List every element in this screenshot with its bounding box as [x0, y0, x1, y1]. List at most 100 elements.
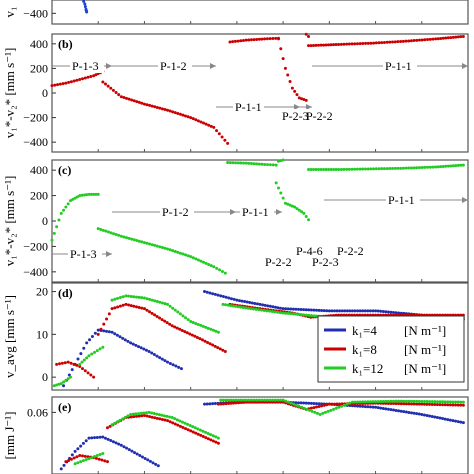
data-point [180, 328, 184, 332]
data-point [461, 403, 465, 407]
data-point [57, 382, 61, 386]
panel-letter: (e) [58, 400, 71, 414]
data-point [276, 310, 280, 314]
data-point [394, 402, 398, 406]
data-point [178, 312, 182, 316]
data-point [127, 303, 131, 307]
data-point [355, 42, 359, 46]
data-point [376, 309, 380, 313]
data-point [325, 403, 329, 407]
data-point [251, 307, 255, 311]
data-point [402, 410, 406, 414]
data-point [299, 313, 303, 317]
data-point [150, 311, 154, 315]
data-point [147, 410, 151, 414]
phase-label-bg [383, 59, 417, 73]
data-point [95, 454, 99, 458]
data-point [294, 401, 298, 405]
data-point [189, 429, 193, 433]
data-point [133, 451, 137, 455]
data-point [196, 258, 200, 262]
data-point [384, 310, 388, 314]
phase-arrowhead [106, 63, 112, 69]
data-point [297, 404, 301, 408]
data-point [415, 166, 419, 170]
data-point [320, 404, 324, 408]
data-point [428, 400, 432, 404]
data-point [66, 377, 70, 381]
data-point [291, 312, 295, 316]
data-point [345, 309, 349, 313]
data-point [87, 192, 91, 196]
data-point [380, 41, 384, 45]
data-point [221, 348, 225, 352]
data-point [226, 161, 230, 165]
data-point [145, 297, 149, 301]
data-point [75, 195, 79, 199]
data-point [309, 44, 313, 48]
data-point [99, 327, 103, 331]
data-point [454, 35, 458, 39]
data-point [184, 253, 188, 257]
data-point [392, 310, 396, 314]
y-tick-label: 0 [42, 214, 48, 228]
data-point [454, 419, 458, 423]
data-point [60, 361, 64, 365]
data-point [317, 402, 321, 406]
data-point [423, 400, 427, 404]
data-point [119, 95, 123, 99]
data-point [90, 456, 94, 460]
data-point [376, 400, 380, 404]
data-point [356, 404, 360, 408]
data-point [265, 398, 269, 402]
data-point [157, 413, 161, 417]
data-point [449, 36, 453, 40]
panel-frame [51, 33, 469, 153]
data-point [80, 193, 84, 197]
data-point [153, 313, 157, 317]
data-point [102, 329, 106, 333]
data-point [55, 362, 59, 366]
data-point [451, 164, 455, 168]
data-point [71, 197, 75, 201]
data-point [104, 229, 108, 233]
data-point [198, 428, 202, 432]
data-point [399, 399, 403, 403]
data-point [208, 402, 212, 406]
data-point [284, 399, 288, 403]
data-point [247, 161, 251, 165]
data-point [87, 436, 91, 440]
data-point [135, 295, 139, 299]
data-point [279, 306, 283, 310]
data-point [78, 77, 82, 81]
data-point [330, 309, 334, 313]
data-point [226, 401, 230, 405]
data-point [297, 208, 301, 212]
data-point [147, 310, 151, 314]
data-point [350, 309, 354, 313]
data-point [67, 458, 71, 462]
data-point [281, 196, 285, 200]
data-point [232, 297, 236, 301]
data-point [404, 166, 408, 170]
data-point [388, 167, 392, 171]
data-point [85, 341, 89, 345]
data-point [290, 204, 294, 208]
data-point [459, 420, 463, 424]
data-point [67, 80, 71, 84]
data-point [137, 414, 141, 418]
data-point [56, 83, 60, 87]
data-point [268, 304, 272, 308]
data-point [382, 40, 386, 44]
data-point [374, 41, 378, 45]
data-point [274, 181, 278, 185]
data-point [83, 5, 87, 9]
data-point [142, 296, 146, 300]
data-point [165, 321, 169, 325]
data-point [68, 199, 72, 203]
data-point [224, 303, 228, 307]
legend-unit: [N m⁻¹] [404, 342, 446, 357]
data-point [98, 452, 102, 456]
data-point [130, 98, 134, 102]
